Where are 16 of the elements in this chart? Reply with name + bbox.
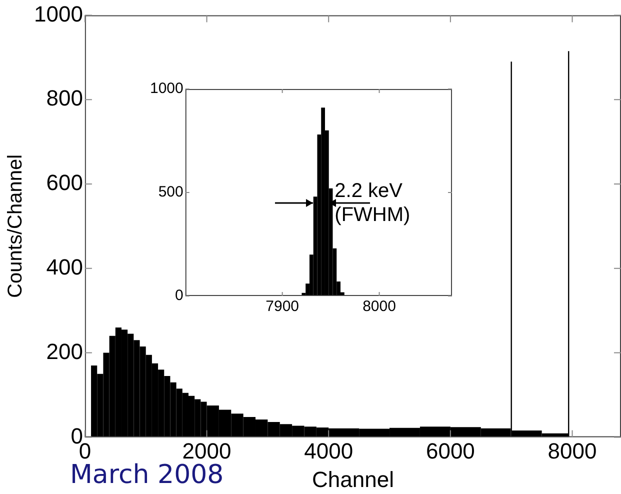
y-tick-label: 800 — [46, 86, 83, 111]
y-tick-label: 400 — [46, 254, 83, 280]
y-tick-label: 200 — [46, 338, 83, 364]
x-tick-label: 8000 — [548, 438, 597, 464]
y-tick-label: 500 — [158, 184, 184, 201]
x-tick-label: 7900 — [266, 298, 300, 316]
y-tick-label: 1000 — [34, 1, 83, 26]
annotation: 2.2 keV (FWHM) — [334, 178, 412, 227]
y-tick-label: 600 — [46, 170, 83, 196]
x-axis-title: Channel — [312, 466, 394, 492]
x-tick-label: 4000 — [304, 438, 354, 464]
x-tick-label: 8000 — [362, 298, 396, 316]
y-axis-title: Counts/Channel — [4, 154, 27, 298]
y-tick-label: 1000 — [150, 80, 184, 98]
x-tick-label: 6000 — [426, 438, 475, 464]
y-tick-label: 0 — [175, 287, 184, 304]
